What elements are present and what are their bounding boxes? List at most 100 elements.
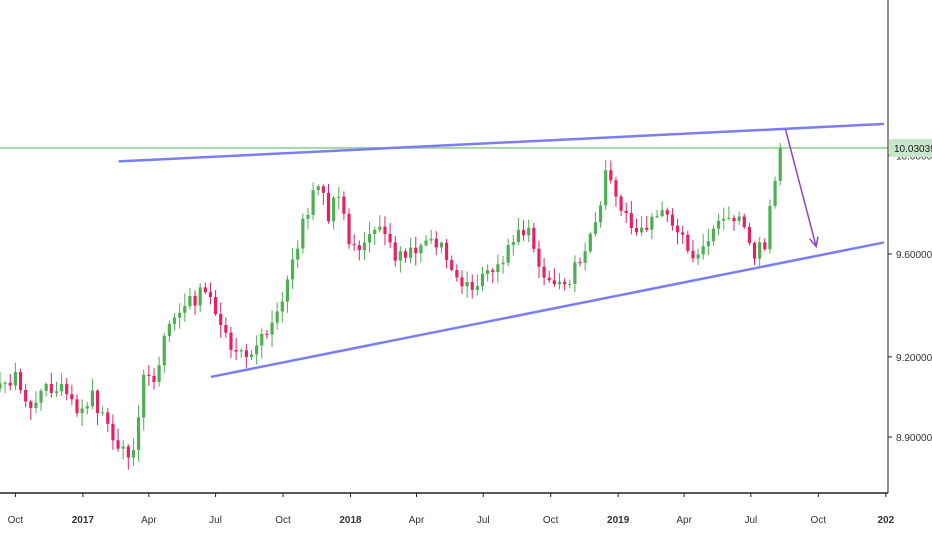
x-tick-label: Jul	[744, 515, 757, 526]
candle-body	[34, 402, 38, 409]
candle-body	[655, 215, 659, 217]
candle-body	[650, 216, 654, 230]
candle-body	[614, 180, 618, 197]
candle-body	[126, 446, 130, 458]
candle-body	[234, 349, 238, 352]
candle-body	[634, 227, 639, 233]
lower-trendline[interactable]	[210, 241, 885, 378]
candle-body	[13, 372, 17, 386]
candle-body	[147, 374, 151, 376]
candle-body	[645, 227, 649, 230]
x-tick-label: 2018	[339, 515, 362, 526]
y-tick-label: 8.90000	[896, 433, 932, 444]
candle-body	[111, 423, 115, 441]
candle-body	[470, 282, 474, 290]
candle-body	[219, 314, 223, 325]
candle-body	[367, 234, 372, 243]
forecast-arrow-line[interactable]	[784, 128, 817, 247]
candle-body	[547, 277, 551, 281]
candle-body	[696, 254, 700, 259]
candle-body	[778, 147, 782, 181]
candle-body	[403, 251, 408, 258]
candle-body	[142, 374, 146, 418]
candle-body	[439, 242, 444, 248]
candle-body	[136, 417, 141, 451]
candle-body	[444, 242, 449, 261]
candle-body	[188, 295, 192, 307]
candle-body	[722, 218, 726, 221]
candle-body	[270, 322, 274, 335]
candle-body	[516, 229, 521, 243]
candle-body	[388, 234, 392, 243]
candle-body	[239, 350, 243, 352]
candle-body	[290, 259, 295, 280]
candle-body	[3, 382, 7, 384]
candle-body	[640, 227, 644, 233]
candle-body	[670, 214, 675, 226]
candle-body	[326, 192, 331, 222]
candle-body	[157, 365, 161, 383]
candle-body	[491, 270, 495, 273]
candle-body	[116, 440, 120, 449]
candle-body	[121, 446, 125, 449]
candle-body	[624, 210, 628, 214]
candle-body	[203, 287, 207, 293]
candles-group	[0, 142, 782, 470]
candle-body	[193, 295, 197, 306]
candle-body	[537, 248, 541, 267]
candle-body	[465, 282, 469, 287]
candle-body	[527, 227, 531, 236]
x-tick-label: Oct	[811, 515, 827, 526]
candle-body	[311, 190, 315, 215]
candle-body	[588, 233, 592, 252]
candle-body	[75, 399, 79, 414]
candle-body	[737, 216, 741, 222]
candle-body	[178, 312, 182, 318]
candle-body	[629, 213, 633, 228]
x-tick-label: 2019	[607, 515, 630, 526]
candle-body	[8, 382, 12, 386]
candle-body	[275, 311, 279, 323]
candle-body	[665, 210, 669, 215]
candle-body	[398, 251, 402, 261]
x-tick-label: Oct	[543, 515, 559, 526]
candle-body	[727, 217, 731, 219]
candle-body	[706, 241, 710, 247]
candle-body	[414, 247, 418, 254]
candle-body	[321, 186, 325, 193]
candle-body	[342, 196, 346, 214]
x-tick-label: Oct	[8, 515, 24, 526]
candle-body	[552, 280, 556, 285]
candle-body	[208, 292, 213, 297]
candle-body	[486, 270, 490, 274]
candle-body	[362, 242, 367, 251]
candle-body	[347, 213, 351, 245]
candle-body	[316, 186, 320, 191]
candle-body	[306, 214, 310, 219]
candle-body	[65, 383, 69, 395]
candle-body	[557, 281, 562, 285]
candle-body	[357, 245, 361, 251]
candle-body	[198, 287, 202, 306]
candle-body	[39, 390, 43, 403]
upper-trendline[interactable]	[118, 122, 885, 163]
x-tick-label: Jul	[477, 515, 490, 526]
candle-body	[332, 197, 336, 222]
candle-body	[18, 372, 23, 391]
candle-body	[619, 196, 623, 211]
candle-body	[691, 250, 695, 259]
candle-body	[450, 260, 454, 270]
candle-body	[583, 251, 587, 263]
candle-body	[460, 277, 464, 287]
candle-body	[752, 242, 757, 259]
candle-body	[85, 406, 89, 409]
candle-body	[373, 229, 377, 235]
candle-body	[506, 245, 510, 263]
candle-body	[598, 205, 603, 223]
candle-body	[501, 262, 505, 265]
candle-body	[383, 226, 387, 235]
candle-body	[742, 216, 746, 227]
candle-body	[496, 264, 500, 273]
